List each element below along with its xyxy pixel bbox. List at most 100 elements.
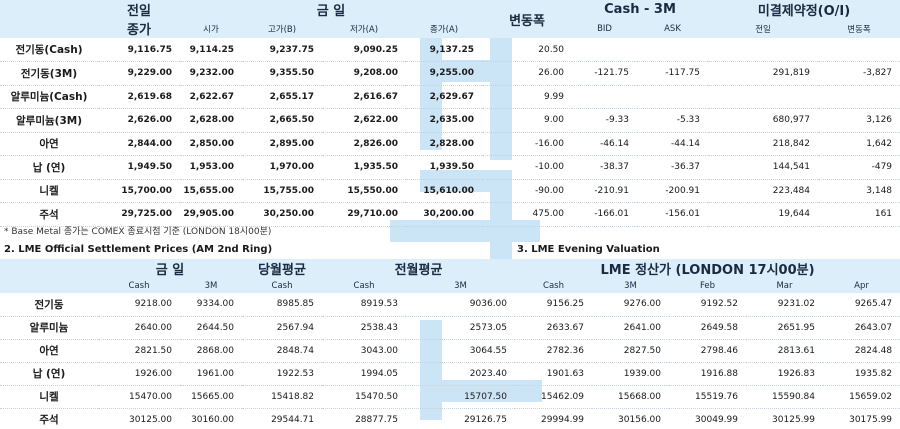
cell-oichg: 161 xyxy=(818,202,900,227)
table-row: 9156.25 9276.00 9192.52 9231.02 9265.47 xyxy=(515,293,900,317)
cell-m: 2868.00 xyxy=(180,339,243,363)
row-label: 알루미늄(3M) xyxy=(0,108,98,133)
cell-oi: 144,541 xyxy=(708,155,819,180)
cell-bid: -166.01 xyxy=(572,202,638,227)
cell-prev: 2,844.00 xyxy=(98,132,180,156)
row-label: 아연 xyxy=(0,132,98,156)
cell-close: 2,629.67 xyxy=(406,85,483,109)
cell-low: 29,710.00 xyxy=(322,202,406,227)
prev-close-header: 종가 xyxy=(98,19,180,38)
cell-oichg: 1,642 xyxy=(818,132,900,156)
table-row: 아연 2821.50 2868.00 2848.74 3043.00 3064.55 xyxy=(0,339,516,363)
table-row: 니켈 15470.00 15665.00 15418.82 15470.50 15707.… xyxy=(0,385,516,409)
cell-low: 15,550.00 xyxy=(322,179,406,203)
cell-chg: 475.00 xyxy=(482,202,573,227)
cell-chg: 26.00 xyxy=(482,61,573,86)
evening-cell: 9231.02 xyxy=(746,293,823,317)
evening-cell: 1926.83 xyxy=(746,362,823,386)
evening-cell: 9276.00 xyxy=(592,293,669,317)
prev-avg-3m-header: 3M xyxy=(406,278,516,293)
cell-ac: 15418.82 xyxy=(242,385,323,409)
evening-cell: 30125.99 xyxy=(746,408,823,429)
table-row: 2633.67 2641.00 2649.58 2651.95 2643.07 xyxy=(515,316,900,340)
evening-cell: 30156.00 xyxy=(592,408,669,429)
change-header: 변동폭 xyxy=(482,0,573,38)
settle-cash-header: Cash xyxy=(98,278,180,293)
cell-m: 15665.00 xyxy=(180,385,243,409)
row-label: 주석 xyxy=(0,408,98,429)
cell-open: 2,850.00 xyxy=(180,132,242,156)
row-label: 알루미늄(Cash) xyxy=(0,85,98,109)
cell-bid: -121.75 xyxy=(572,61,638,86)
evening-header: LME 정산가 (LONDON 17시00분) xyxy=(515,259,900,278)
cell-oichg: 3,148 xyxy=(818,179,900,203)
cell-oi xyxy=(708,38,819,62)
cell-bid xyxy=(572,38,638,62)
row-label: 납 (연) xyxy=(0,362,98,386)
evening-cell: 1901.63 xyxy=(515,362,592,386)
cell-prev: 15,700.00 xyxy=(98,179,180,203)
cell-low: 9,208.00 xyxy=(322,61,406,86)
row-label: 전기동(3M) xyxy=(0,61,98,86)
cell-pc: 1994.05 xyxy=(322,362,407,386)
cell-chg: -16.00 xyxy=(482,132,573,156)
settlement-price-table: 금 일 당월평균 전월평균 Cash 3M Cash Cash 3M 전기동 92… xyxy=(0,259,516,429)
cell-ask: -36.37 xyxy=(637,155,709,180)
table-row: 주석 29,725.00 29,905.00 30,250.00 29,710.00 30… xyxy=(0,202,900,227)
cell-chg: 20.50 xyxy=(482,38,573,62)
cell-ask: -5.33 xyxy=(637,108,709,133)
evening-cell: 29994.99 xyxy=(515,408,592,429)
evening-col-header: Mar xyxy=(746,278,823,293)
evening-valuation-table: LME 정산가 (LONDON 17시00분) Cash 3M Feb Mar Apr … xyxy=(515,259,900,429)
cell-chg: 9.00 xyxy=(482,108,573,133)
avg-cash-header: Cash xyxy=(242,278,323,293)
cell-pc: 3043.00 xyxy=(322,339,407,363)
cell-prev: 9,116.75 xyxy=(98,38,180,62)
cell-high: 9,355.50 xyxy=(242,61,322,86)
table-row: 전기동 9218.00 9334.00 8985.85 8919.53 9036.00 xyxy=(0,293,516,317)
cell-bid: -9.33 xyxy=(572,108,638,133)
cell-oi: 680,977 xyxy=(708,108,819,133)
evening-cell: 2798.46 xyxy=(669,339,746,363)
cell-c: 9218.00 xyxy=(98,293,180,317)
table-row: 알루미늄 2640.00 2644.50 2567.94 2538.43 2573.05 xyxy=(0,316,516,340)
cell-m: 1961.00 xyxy=(180,362,243,386)
evening-cell: 30175.99 xyxy=(823,408,900,429)
evening-cell: 2643.07 xyxy=(823,316,900,340)
evening-col-header: Apr xyxy=(823,278,900,293)
cell-pm: 15707.50 xyxy=(406,385,516,409)
cell-chg: -90.00 xyxy=(482,179,573,203)
cell-close: 9,137.25 xyxy=(406,38,483,62)
cell-prev: 29,725.00 xyxy=(98,202,180,227)
evening-cell: 2813.61 xyxy=(746,339,823,363)
cell-ac: 8985.85 xyxy=(242,293,323,317)
cell-chg: -10.00 xyxy=(482,155,573,180)
cell-oichg: 3,126 xyxy=(818,108,900,133)
cell-bid: -210.91 xyxy=(572,179,638,203)
settle-3m-header: 3M xyxy=(180,278,243,293)
table-row: 29994.99 30156.00 30049.99 30125.99 30175.99 xyxy=(515,408,900,429)
cell-prev: 2,626.00 xyxy=(98,108,180,133)
bid-header: BID xyxy=(572,19,638,38)
table-row: 주석 30125.00 30160.00 29544.71 28877.75 29126.… xyxy=(0,408,516,429)
cell-close: 1,939.50 xyxy=(406,155,483,180)
cell-pm: 2023.40 xyxy=(406,362,516,386)
cell-low: 2,826.00 xyxy=(322,132,406,156)
cell-oi: 291,819 xyxy=(708,61,819,86)
cell-ask xyxy=(637,85,709,109)
evening-cell: 9156.25 xyxy=(515,293,592,317)
evening-col-header: Cash xyxy=(515,278,592,293)
table-row: 납 (연) 1,949.50 1,953.00 1,970.00 1,935.50 1,9… xyxy=(0,155,900,180)
cell-m: 30160.00 xyxy=(180,408,243,429)
evening-section-title: 3. LME Evening Valuation xyxy=(517,244,660,255)
evening-cell: 2827.50 xyxy=(592,339,669,363)
row-label: 주석 xyxy=(0,202,98,227)
cell-close: 15,610.00 xyxy=(406,179,483,203)
cell-pc: 8919.53 xyxy=(322,293,407,317)
cell-pm: 3064.55 xyxy=(406,339,516,363)
table-row: 아연 2,844.00 2,850.00 2,895.00 2,826.00 2,828.… xyxy=(0,132,900,156)
cell-pc: 28877.75 xyxy=(322,408,407,429)
cell-oichg: -3,827 xyxy=(818,61,900,86)
cell-close: 2,828.00 xyxy=(406,132,483,156)
cell-open: 2,622.67 xyxy=(180,85,242,109)
